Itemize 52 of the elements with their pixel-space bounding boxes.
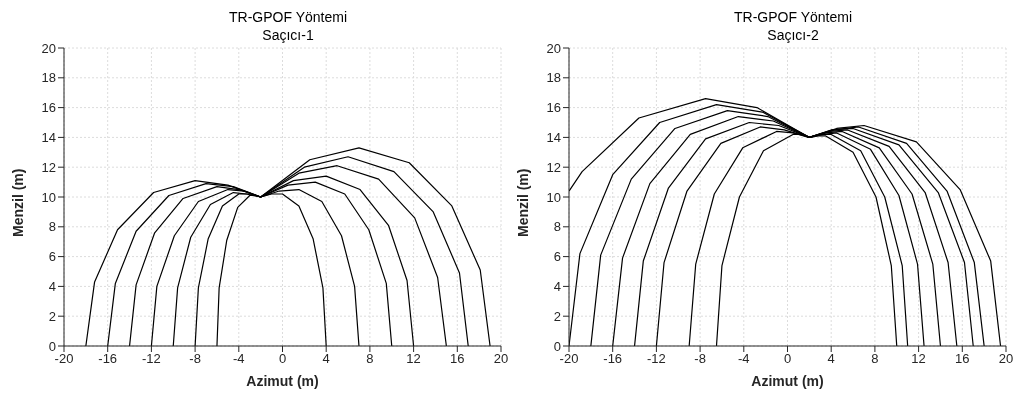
y-tick-label: 2 [48,308,56,324]
x-tick-label: 8 [366,351,374,367]
x-tick-label: 20 [998,351,1014,367]
chart-title: TR-GPOF Yöntemi [733,8,853,26]
x-tick-label: -16 [98,351,118,367]
y-tick-label: 6 [553,249,561,265]
y-tick-label: 8 [553,219,561,235]
x-tick-label: 8 [871,351,879,367]
x-tick-label: -4 [233,351,245,367]
y-tick-label: 0 [553,338,561,354]
y-tick-label: 14 [546,130,561,146]
y-tick-label: 4 [48,279,56,295]
y-tick-label: 8 [48,219,56,235]
y-tick-label: 10 [546,189,561,205]
x-tick-label: -8 [694,351,706,367]
x-tick-label: -20 [54,351,74,367]
y-tick-label: 16 [41,100,56,116]
x-tick-label: 0 [278,351,287,367]
x-tick-label: 20 [493,351,509,367]
y-tick-label: 20 [41,40,56,56]
x-tick-label: 12 [406,351,421,367]
chart-title: TR-GPOF Yöntemi [228,8,348,26]
y-tick-label: 20 [546,40,561,56]
y-tick-label: 12 [41,159,56,175]
x-tick-label: -16 [603,351,623,367]
x-tick-label: 4 [827,351,835,367]
x-tick-label: 16 [450,351,465,367]
x-axis-title: Azimut (m) [246,373,319,389]
x-axis-title: Azimut (m) [751,373,824,389]
x-tick-label: 4 [322,351,330,367]
y-tick-label: 14 [41,130,56,146]
y-tick-label: 6 [48,249,56,265]
x-tick-label: -12 [647,351,666,367]
x-tick-label: -20 [559,351,579,367]
y-axis-title: Menzil (m) [514,168,531,237]
x-tick-label: 12 [911,351,926,367]
y-tick-label: 2 [553,308,561,324]
y-tick-label: 18 [546,70,561,86]
x-tick-label: 0 [783,351,792,367]
y-tick-label: 18 [41,70,56,86]
y-tick-label: 12 [546,159,561,175]
x-tick-label: -4 [738,351,750,367]
chart-subtitle: Saçıcı-2 [766,26,820,44]
x-tick-label: -8 [189,351,201,367]
y-tick-label: 4 [553,279,561,295]
x-tick-label: 16 [955,351,970,367]
y-tick-label: 16 [546,100,561,116]
y-tick-label: 0 [48,338,56,354]
x-tick-label: -12 [142,351,161,367]
chart-subtitle: Saçıcı-1 [261,26,315,44]
y-tick-label: 10 [41,189,56,205]
y-axis-title: Menzil (m) [9,168,26,237]
